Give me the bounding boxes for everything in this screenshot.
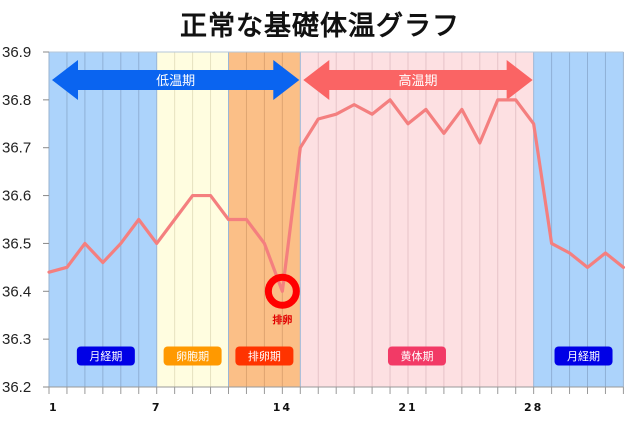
phase-badge-2 <box>163 346 222 366</box>
ovulation-marker: 排卵 <box>264 273 300 326</box>
high-temp-label: 高温期 <box>398 73 437 89</box>
phase-badge-label: 月経期 <box>89 350 122 363</box>
x-tick-label: 1 <box>49 401 59 414</box>
temperature-line <box>47 98 626 293</box>
x-tick-label: 7 <box>152 401 162 414</box>
phase-badge-3 <box>235 346 294 366</box>
y-tick-label: 36.8 <box>2 92 31 109</box>
x-axis-ticks: 1 7 14 21 28 <box>48 387 624 414</box>
y-axis-ticks: 36.9 36.8 36.7 36.6 36.5 36.4 36.3 36.2 <box>2 44 49 396</box>
high-temp-arrow <box>303 60 533 100</box>
phase-badge-label: 黄体期 <box>400 349 433 363</box>
phase-badges: 月経期 卵胞期 排卵期 黄体期 月経期 <box>76 346 613 366</box>
low-temp-arrow <box>52 60 300 100</box>
phase-band-4 <box>300 52 534 387</box>
y-tick-label: 36.6 <box>2 188 31 205</box>
phase-badge-5 <box>554 346 613 366</box>
y-tick-label: 36.4 <box>2 283 31 300</box>
low-temp-label: 低温期 <box>156 74 195 89</box>
phase-badge-label: 卵胞期 <box>176 350 209 363</box>
y-tick-label: 36.7 <box>2 140 31 157</box>
chart-title: 正常な基礎体温グラフ <box>180 11 460 42</box>
x-tick-label: 14 <box>273 401 292 414</box>
y-tick-label: 36.3 <box>2 331 31 348</box>
phase-badge-label: 排卵期 <box>248 349 281 363</box>
phase-badge-1 <box>76 346 135 366</box>
period-arrows: 低温期 高温期 <box>52 60 533 100</box>
y-tick-label: 36.2 <box>2 379 31 396</box>
y-tick-label: 36.5 <box>2 235 31 252</box>
phase-badge-4 <box>387 346 446 366</box>
bbt-series-line <box>47 98 626 293</box>
phase-badge-label: 月経期 <box>567 350 600 363</box>
x-tick-label: 21 <box>398 401 417 414</box>
ovulation-label: 排卵 <box>272 313 292 326</box>
ovulation-circle-icon <box>264 273 300 309</box>
y-tick-label: 36.9 <box>2 44 31 61</box>
x-tick-label: 28 <box>524 401 543 414</box>
